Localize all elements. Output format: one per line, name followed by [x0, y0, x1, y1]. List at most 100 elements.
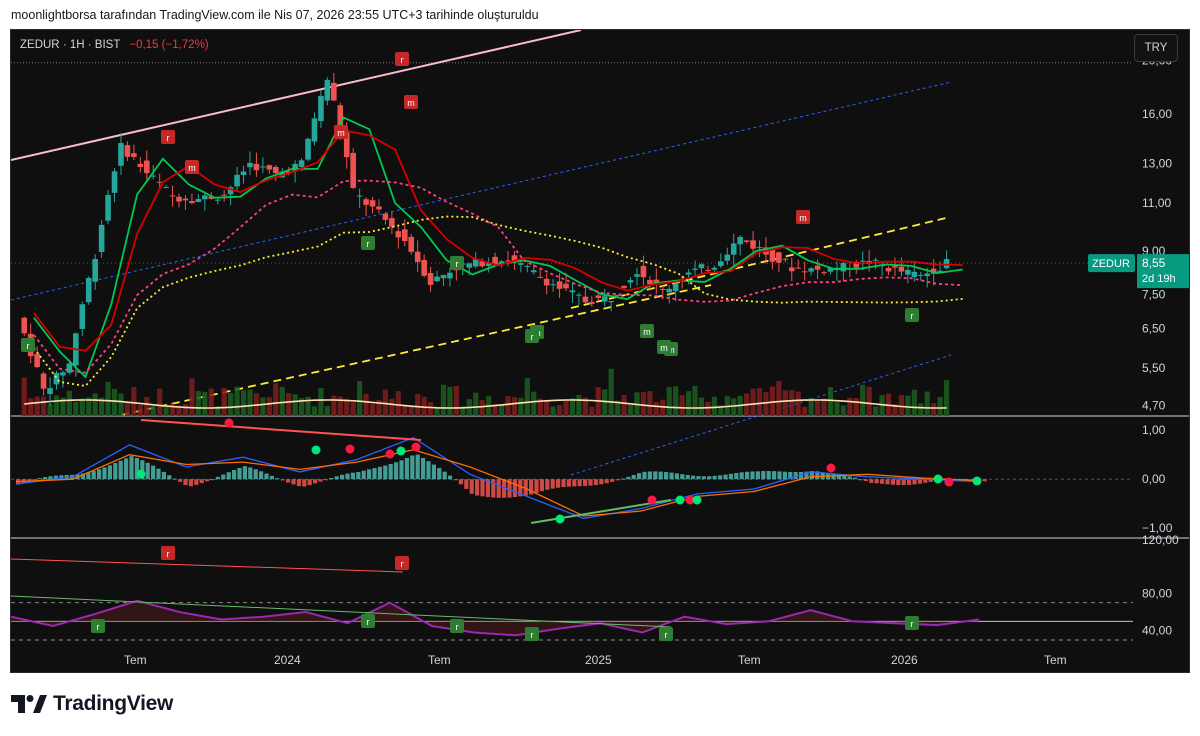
macd-histogram-bar [669, 472, 674, 480]
sell-signal-marker: m [334, 125, 348, 139]
macd-histogram-bar [102, 467, 107, 480]
candle-body [498, 261, 505, 264]
macd-histogram-bar [750, 471, 755, 480]
candle-body [298, 160, 305, 168]
sell-signal-marker: m [185, 160, 199, 174]
chart-canvas[interactable]: rrmmmrmrmmmrrrm20,0016,0013,0011,009,007… [11, 30, 1189, 672]
macd-histogram-bar [610, 479, 615, 482]
macd-histogram-bar [707, 476, 712, 480]
macd-histogram-bar [183, 479, 188, 486]
volume-bar [298, 398, 305, 416]
volume-bar [918, 403, 924, 416]
candle-body [601, 296, 608, 302]
macd-histogram-bar [426, 461, 431, 480]
candle-body [260, 166, 266, 168]
volume-bar [911, 389, 917, 416]
volume-bar [427, 402, 434, 416]
volume-ma-line [24, 399, 947, 409]
macd-histogram-bar [151, 465, 156, 480]
svg-text:r: r [401, 55, 404, 65]
macd-histogram-bar [674, 473, 679, 480]
attribution-text: moonlightborsa tarafından TradingView.co… [11, 8, 539, 22]
macd-histogram-bar [194, 479, 199, 485]
volume-bar [350, 402, 356, 416]
candle-body [659, 289, 666, 291]
volume-bar [621, 395, 627, 416]
candle-body [156, 181, 163, 183]
macd-histogram-bar [653, 471, 658, 480]
macd-histogram-bar [804, 471, 809, 480]
volume-bar [666, 387, 672, 416]
buy-signal-marker: r [21, 338, 35, 352]
volume-bar [195, 391, 201, 416]
volume-bar [221, 387, 227, 416]
volume-bar [647, 391, 653, 416]
channel-upper-line [11, 81, 952, 301]
macd-histogram-bar [199, 479, 204, 484]
volume-bar [363, 393, 369, 416]
macd-histogram-bar [777, 471, 782, 480]
macd-histogram-bar [59, 475, 64, 480]
candle-body [685, 272, 692, 275]
candle-body [524, 265, 531, 267]
volume-bar [550, 406, 556, 416]
macd-histogram-bar [604, 479, 609, 484]
currency-button[interactable]: TRY [1134, 34, 1178, 62]
macd-histogram-bar [388, 463, 393, 480]
macd-histogram-bar [356, 471, 361, 480]
volume-bar [344, 398, 350, 416]
candle-body [711, 267, 718, 270]
candle-body [518, 263, 524, 265]
svg-text:r: r [97, 622, 100, 632]
price-axis-tick: 7,50 [1142, 287, 1166, 301]
candle-body [479, 261, 485, 267]
volume-bar [718, 405, 724, 416]
macd-cross-dot [385, 449, 395, 459]
macd-histogram-bar [685, 474, 690, 480]
volume-bar [685, 391, 692, 416]
rsi-fill-area [11, 600, 979, 636]
macd-cross-dot [972, 476, 982, 486]
volume-bar [389, 398, 395, 416]
macd-histogram-bar [275, 478, 280, 480]
rsi-buy-marker: r [91, 619, 105, 633]
price-tag-symbol-bg [1088, 254, 1135, 273]
legend-exchange: BIST [94, 39, 121, 51]
macd-histogram-bar [48, 476, 53, 480]
ema-fast-line [33, 116, 963, 379]
candle-body [389, 218, 395, 227]
macd-histogram-bar [350, 472, 355, 480]
price-tag-symbol: ZEDUR [1092, 258, 1130, 270]
volume-bar [518, 397, 524, 416]
candle-body [214, 199, 221, 201]
price-tag-countdown: 2d 19h [1142, 273, 1176, 285]
candle-body [195, 199, 202, 203]
volume-bar [189, 378, 195, 416]
volume-bar [66, 390, 72, 416]
chart-container[interactable]: rrmmmrmrmmmrrrm20,0016,0013,0011,009,007… [10, 29, 1190, 673]
svg-text:m: m [407, 98, 415, 108]
candle-body [253, 163, 260, 171]
candle-body [356, 195, 363, 197]
candle-body [143, 160, 150, 174]
volume-bar [395, 391, 401, 416]
volume-bar [286, 393, 292, 416]
svg-text:r: r [167, 549, 170, 559]
macd-histogram-bar [907, 479, 912, 485]
volume-bar [924, 391, 930, 416]
macd-histogram-bar [869, 479, 874, 483]
macd-histogram-bar [928, 479, 933, 482]
candle-body [47, 388, 53, 395]
volume-bar [814, 399, 821, 416]
candle-body [34, 353, 40, 368]
candle-body [266, 165, 273, 170]
macd-histogram-bar [815, 471, 820, 480]
legend-symbol: ZEDUR [20, 39, 60, 51]
volume-bar [28, 398, 34, 416]
macd-histogram-bar [442, 471, 447, 480]
candle-body [189, 200, 195, 204]
volume-bar [21, 377, 27, 416]
candle-body [208, 196, 215, 199]
candle-body [917, 274, 924, 276]
candle-body [621, 285, 627, 288]
